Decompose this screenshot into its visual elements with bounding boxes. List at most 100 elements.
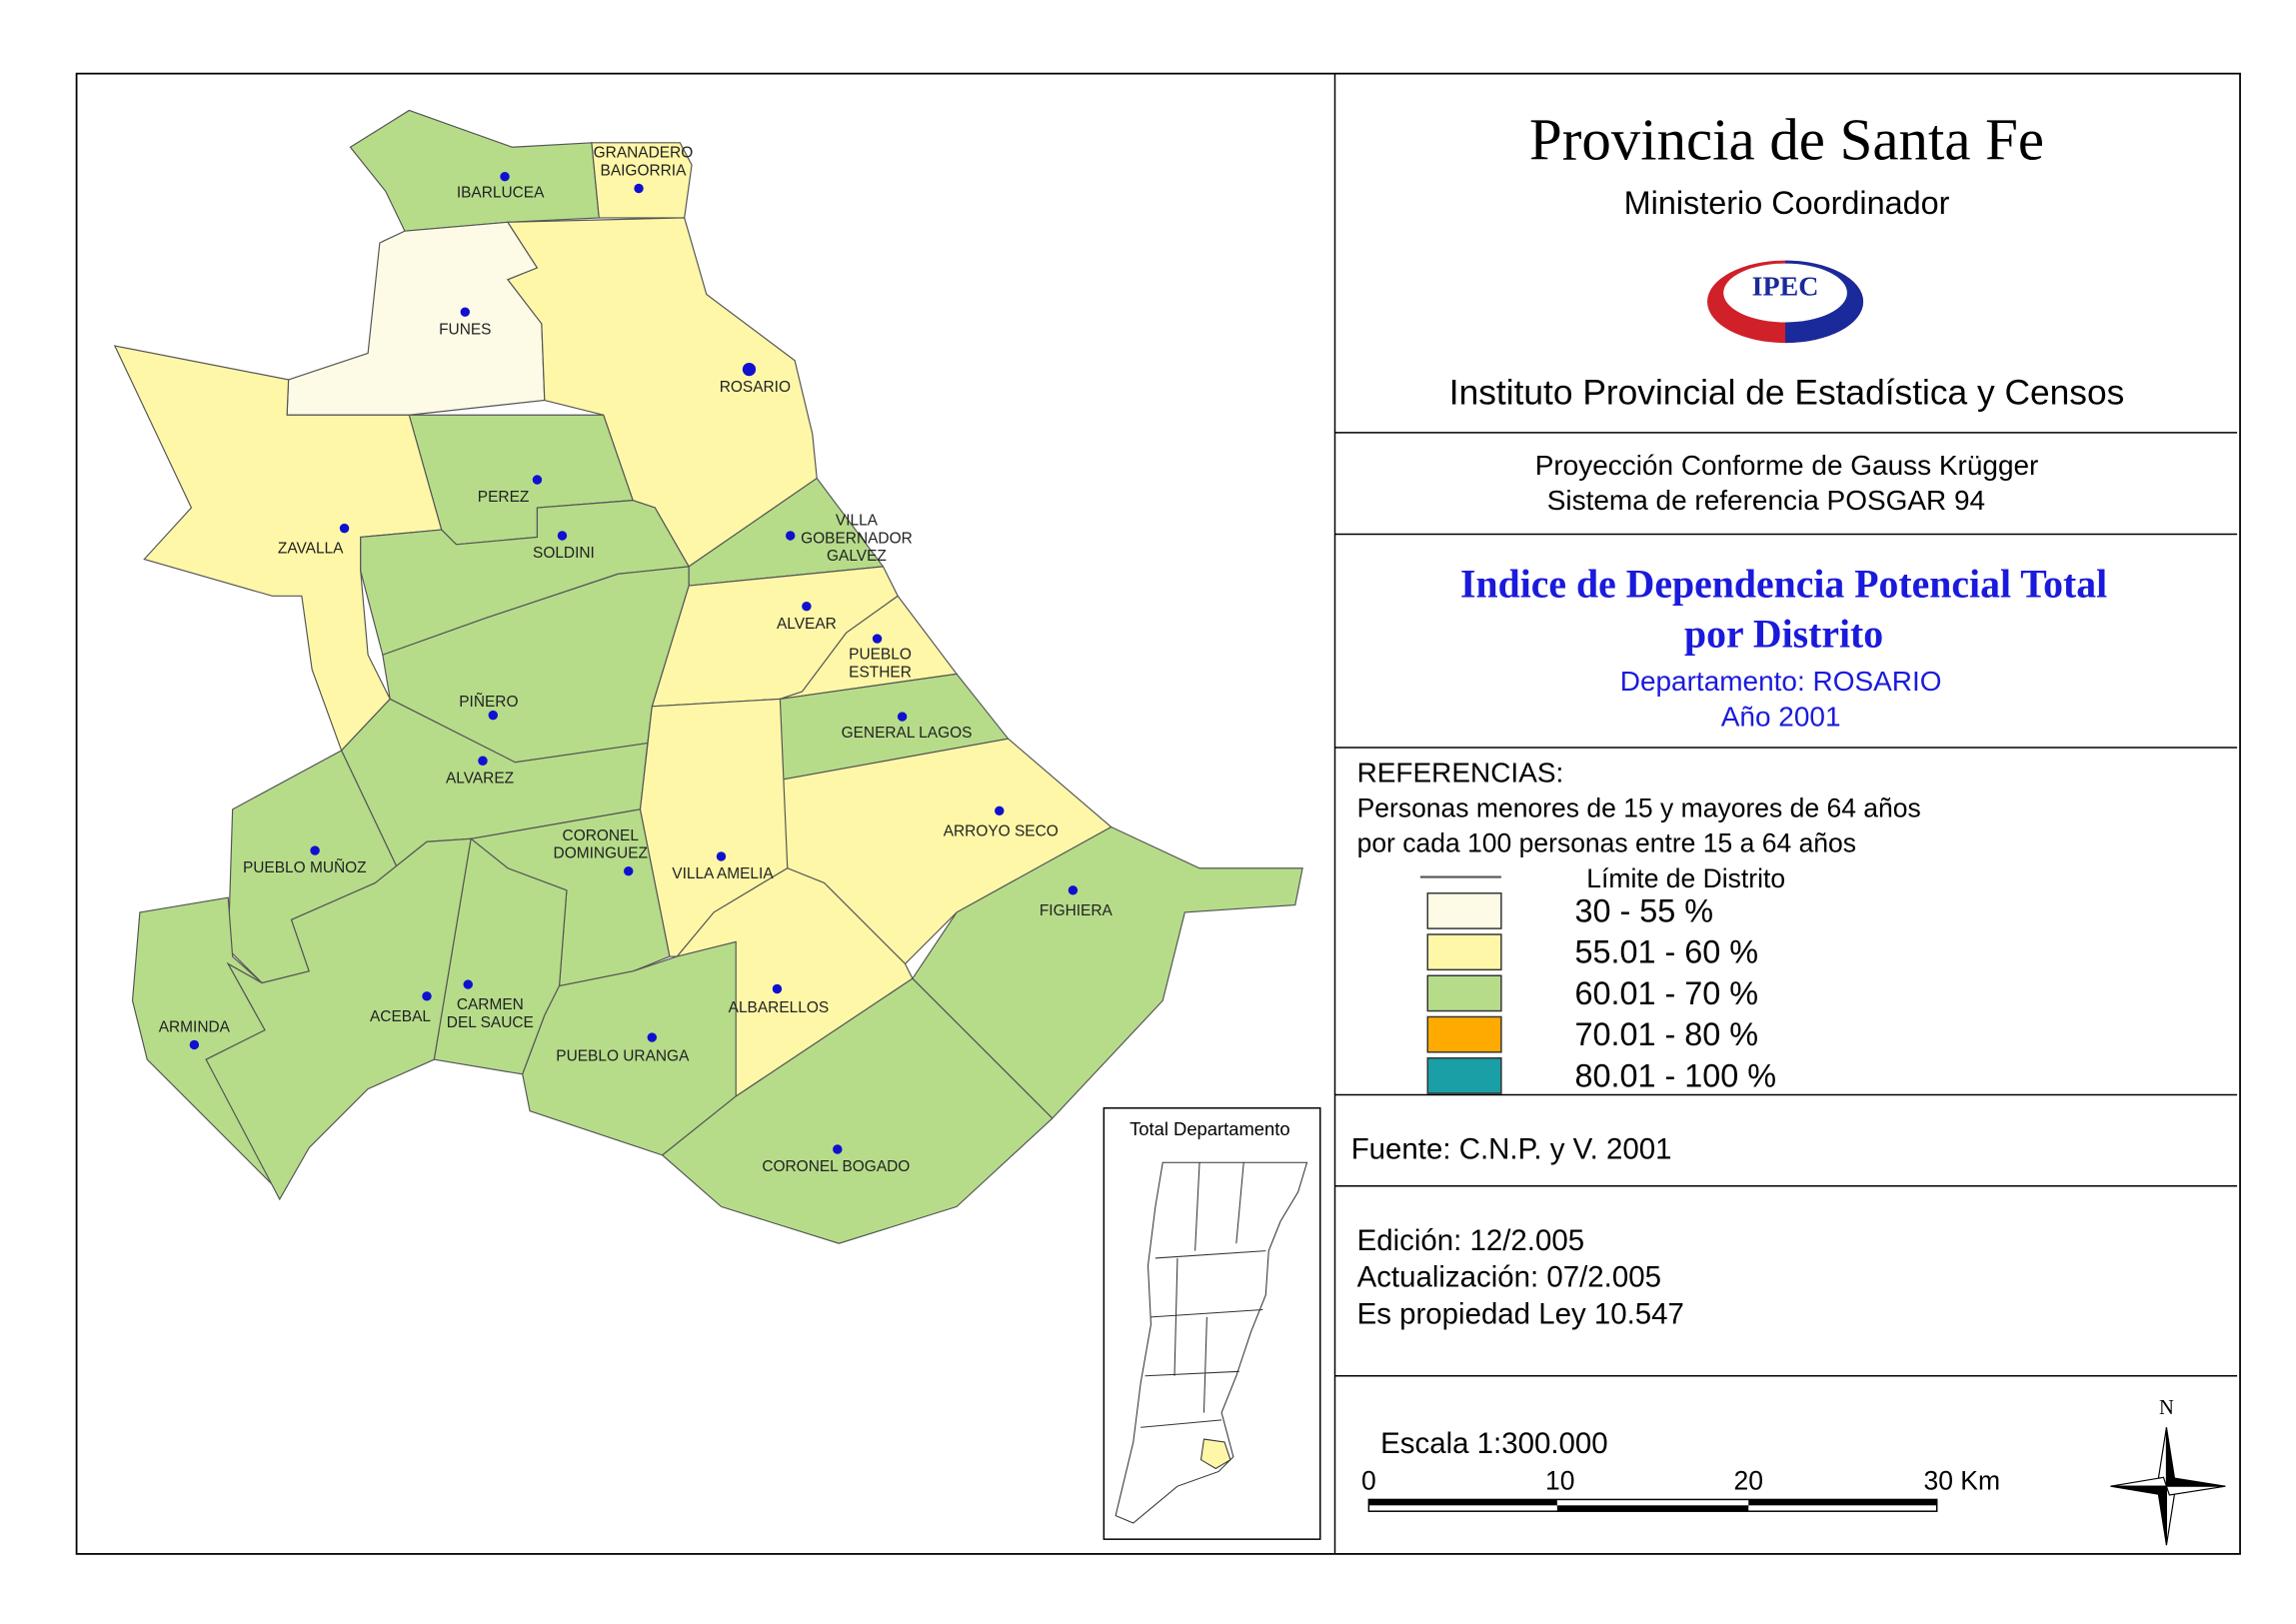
district-label: CARMEN bbox=[457, 996, 524, 1013]
legend-swatch bbox=[1426, 974, 1502, 1012]
district-label: ALVAREZ bbox=[446, 770, 514, 787]
district-label: ZAVALLA bbox=[278, 541, 344, 558]
district-dot bbox=[557, 531, 568, 541]
district-dot bbox=[460, 307, 471, 317]
scale-title: Escala 1:300.000 bbox=[1380, 1427, 1608, 1460]
north-label: N bbox=[2159, 1397, 2174, 1419]
district-dot bbox=[872, 634, 883, 644]
legend-description: Personas menores de 15 y mayores de 64 a… bbox=[1357, 793, 1921, 822]
district-dot bbox=[802, 601, 812, 612]
scale-label: 30 Km bbox=[1923, 1465, 2000, 1495]
district-label: BAIGORRIA bbox=[601, 162, 688, 179]
legend-label: 30 - 55 % bbox=[1575, 892, 1714, 928]
district-label: FUNES bbox=[439, 321, 491, 338]
district-dot bbox=[785, 531, 796, 541]
district-label: DEL SAUCE bbox=[447, 1014, 534, 1031]
district-label: ARMINDA bbox=[159, 1018, 231, 1035]
district-label: IBARLUCEA bbox=[457, 184, 545, 201]
district bbox=[912, 825, 1303, 1119]
district-label: ALVEAR bbox=[777, 616, 837, 633]
district-dot bbox=[189, 1039, 200, 1050]
district-dot bbox=[488, 710, 498, 721]
district bbox=[113, 345, 443, 753]
scale-label: 20 bbox=[1734, 1465, 1763, 1495]
edition: Edición: 12/2.005 bbox=[1357, 1224, 1584, 1257]
edition: Actualización: 07/2.005 bbox=[1357, 1261, 1661, 1294]
district-label: ALBARELLOS bbox=[729, 999, 830, 1016]
legend-label: 55.01 - 60 % bbox=[1575, 934, 1759, 970]
edition: Es propiedad Ley 10.547 bbox=[1357, 1297, 1684, 1330]
district-label: SOLDINI bbox=[533, 545, 595, 562]
district-dot bbox=[422, 991, 432, 1001]
district-dot bbox=[310, 845, 320, 855]
district-dot bbox=[634, 183, 644, 194]
district-label: ESTHER bbox=[849, 664, 912, 681]
district-dot bbox=[1068, 885, 1079, 895]
legend-label: 80.01 - 100 % bbox=[1575, 1057, 1777, 1093]
districts bbox=[113, 109, 1303, 1244]
district-dot bbox=[897, 712, 908, 722]
scale-bar bbox=[1367, 1498, 1938, 1512]
projection: Sistema de referencia POSGAR 94 bbox=[1547, 485, 1985, 516]
district-label: PEREZ bbox=[478, 489, 530, 506]
legend-label: 60.01 - 70 % bbox=[1575, 975, 1759, 1011]
title: Provincia de Santa Fe bbox=[1529, 107, 2044, 172]
district-dot bbox=[716, 851, 727, 861]
panel-lines bbox=[1333, 73, 2238, 1554]
district-dot bbox=[478, 756, 488, 766]
institute: Instituto Provincial de Estadística y Ce… bbox=[1449, 374, 2124, 413]
district bbox=[780, 595, 959, 701]
map-title: por Distrito bbox=[1684, 613, 1883, 657]
district-label: ROSARIO bbox=[720, 379, 791, 396]
district-dot bbox=[772, 983, 783, 994]
district bbox=[591, 142, 693, 219]
district-label: VILLA AMELIA bbox=[672, 865, 774, 882]
district-label: VILLA bbox=[836, 513, 879, 530]
district-dot bbox=[500, 171, 510, 182]
district-label: GALVEZ bbox=[827, 548, 887, 565]
inset-title: Total Departamento bbox=[1130, 1118, 1290, 1139]
logo-text: IPEC bbox=[1752, 272, 1819, 303]
district-dot bbox=[995, 806, 1005, 816]
north-arrow bbox=[2110, 1427, 2226, 1546]
projection: Proyección Conforme de Gauss Krügger bbox=[1535, 450, 2039, 481]
legend-description: por cada 100 personas entre 15 a 64 años bbox=[1357, 828, 1856, 858]
district-label: CORONEL bbox=[563, 827, 640, 844]
legend-swatch bbox=[1426, 1015, 1502, 1053]
district-dot bbox=[532, 475, 543, 485]
legend-swatch bbox=[1426, 1056, 1502, 1094]
district-label: ACEBAL bbox=[370, 1008, 431, 1025]
district-dot bbox=[742, 362, 757, 377]
district-label: PUEBLO URANGA bbox=[556, 1048, 690, 1065]
district-label: GENERAL LAGOS bbox=[842, 725, 973, 742]
source: Fuente: C.N.P. y V. 2001 bbox=[1351, 1132, 1672, 1165]
department: Departamento: ROSARIO bbox=[1620, 666, 1942, 697]
map-title: Indice de Dependencia Potencial Total bbox=[1460, 563, 2107, 607]
district-label: CORONEL BOGADO bbox=[762, 1158, 910, 1175]
district-label: GRANADERO bbox=[594, 145, 694, 162]
district bbox=[661, 977, 1054, 1244]
inset-map bbox=[1115, 1161, 1308, 1524]
year: Año 2001 bbox=[1721, 702, 1841, 733]
scale-label: 10 bbox=[1545, 1465, 1574, 1495]
legend: 30 - 55 % 55.01 - 60 % 60.01 - 70 % 70.01 -… bbox=[1426, 892, 1777, 1094]
district-label: DOMINGUEZ bbox=[554, 845, 648, 862]
district-label: FIGHIERA bbox=[1040, 902, 1114, 919]
scale-label: 0 bbox=[1361, 1465, 1376, 1495]
legend-swatch bbox=[1426, 933, 1502, 971]
logo: IPEC bbox=[1707, 260, 1864, 344]
district-label: GOBERNADOR bbox=[801, 530, 913, 547]
district-label: PIÑERO bbox=[459, 694, 518, 711]
legend-swatch bbox=[1426, 892, 1502, 929]
district-label: PUEBLO MUÑOZ bbox=[243, 859, 367, 876]
legend-label: 70.01 - 80 % bbox=[1575, 1016, 1759, 1052]
subtitle: Ministerio Coordinador bbox=[1624, 185, 1950, 221]
district-label: ARROYO SECO bbox=[944, 822, 1059, 839]
district-dot bbox=[833, 1144, 843, 1154]
district-dot bbox=[339, 523, 350, 534]
district-dot bbox=[647, 1032, 658, 1042]
district-dot bbox=[463, 979, 473, 989]
